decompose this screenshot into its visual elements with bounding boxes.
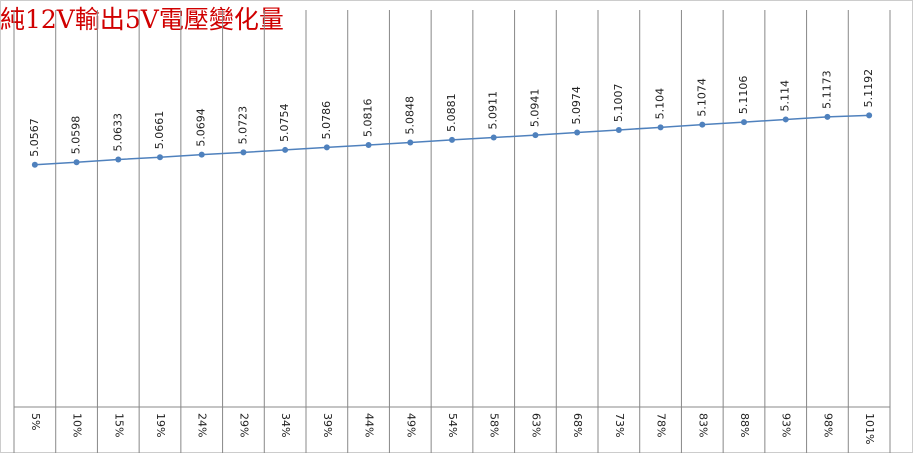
data-point (699, 121, 706, 128)
x-tick-label: 63% (529, 413, 542, 437)
data-point (866, 112, 873, 119)
data-label: 5.0941 (528, 89, 541, 128)
x-tick-label: 10% (71, 413, 84, 437)
data-point (657, 124, 664, 131)
data-point (282, 146, 289, 153)
chart-title: 純12V輸出5V電壓變化量 (0, 5, 284, 34)
data-label: 5.0754 (278, 103, 291, 142)
x-tick-label: 5% (29, 413, 42, 430)
x-tick-label: 58% (488, 413, 501, 437)
x-tick-label: 73% (613, 413, 626, 437)
data-point (824, 113, 831, 120)
data-point (365, 142, 372, 149)
data-label: 5.0816 (362, 99, 375, 138)
x-tick-label: 29% (237, 413, 250, 437)
data-label: 5.114 (779, 80, 792, 112)
x-tick-label: 83% (696, 413, 709, 437)
x-tick-label: 44% (363, 413, 376, 437)
data-label: 5.0881 (445, 93, 458, 132)
x-tick-label: 68% (571, 413, 584, 437)
data-point (31, 161, 38, 168)
data-label: 5.104 (654, 88, 667, 120)
x-tick-label: 34% (279, 413, 292, 437)
data-point (782, 116, 789, 123)
data-label: 5.1074 (695, 78, 708, 117)
data-point (407, 139, 414, 146)
data-point (157, 154, 163, 161)
data-point (115, 156, 122, 163)
data-point (449, 136, 455, 143)
data-label: 5.0848 (403, 96, 416, 135)
data-label: 5.0723 (236, 106, 249, 145)
data-label: 5.0786 (320, 101, 333, 140)
data-label: 5.1007 (612, 83, 625, 122)
data-point (490, 134, 497, 141)
data-point (240, 149, 247, 156)
data-label: 5.1173 (820, 70, 833, 109)
data-point (323, 144, 330, 151)
data-label: 5.0661 (153, 111, 166, 150)
data-point (198, 151, 205, 158)
data-label: 5.0694 (195, 108, 208, 147)
x-tick-label: 24% (196, 413, 209, 437)
x-tick-label: 49% (404, 413, 417, 437)
data-point (741, 119, 747, 126)
data-label: 5.0598 (70, 116, 83, 155)
data-point (532, 132, 539, 139)
data-label: 5.0974 (570, 86, 583, 125)
x-tick-label: 101% (863, 413, 876, 444)
x-tick-label: 88% (738, 413, 751, 437)
data-label: 5.1192 (862, 69, 875, 108)
x-tick-label: 39% (321, 413, 334, 437)
x-tick-label: 98% (821, 413, 834, 437)
x-tick-label: 93% (780, 413, 793, 437)
data-label: 5.1106 (737, 76, 750, 115)
x-tick-label: 19% (154, 413, 167, 437)
data-point (574, 129, 581, 136)
x-tick-label: 54% (446, 413, 459, 437)
x-tick-label: 15% (112, 413, 125, 437)
x-tick-label: 78% (655, 413, 668, 437)
data-label: 5.0633 (111, 113, 124, 151)
data-point (73, 159, 80, 166)
data-label: 5.0567 (28, 118, 41, 157)
data-point (615, 126, 622, 133)
data-label: 5.0911 (487, 91, 500, 130)
